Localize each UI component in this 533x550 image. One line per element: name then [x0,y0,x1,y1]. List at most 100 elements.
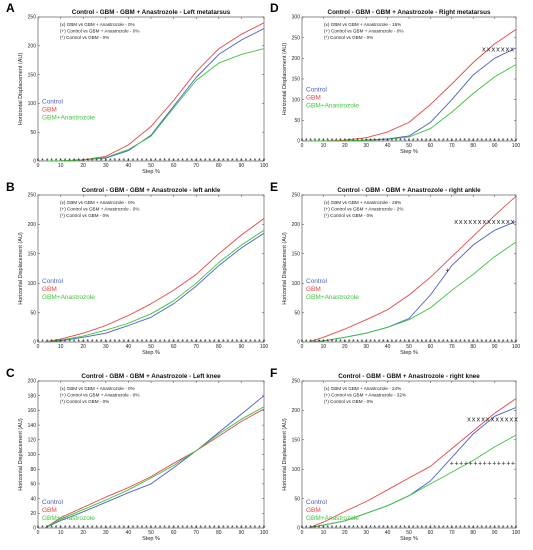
x-tick-label: 20 [342,143,348,149]
baseline-asterisk-mark: * [501,339,505,347]
baseline-asterisk-mark: * [360,138,364,146]
baseline-asterisk-mark: * [54,158,58,166]
baseline-asterisk-mark: * [144,339,148,347]
x-tick-label: 0 [301,143,304,149]
x-tick-label: 100 [512,143,521,149]
significance-note: (*) Control vs GBM - 0% [60,399,109,404]
panel-letter: E [270,180,278,194]
legend-entry: GBM+Anastrozole [306,102,359,109]
baseline-asterisk-mark: * [463,525,467,533]
y-tick-label: 150 [292,438,301,444]
y-tick-label: 150 [292,252,301,258]
baseline-asterisk-mark: * [72,158,76,166]
baseline-asterisk-mark: * [304,138,308,146]
baseline-asterisk-mark: * [122,525,126,533]
baseline-asterisk-mark: * [321,525,325,533]
x-tick-label: 10 [321,344,327,350]
x-tick-label: 90 [492,143,498,149]
significance-x-mark: x [509,417,513,425]
baseline-asterisk-mark: * [381,525,385,533]
series-line-gbm [308,195,517,343]
baseline-asterisk-mark: * [497,138,501,146]
baseline-asterisk-mark: * [217,525,221,533]
significance-x-mark: x [510,219,514,227]
baseline-asterisk-mark: * [484,525,488,533]
y-tick-label: 150 [28,252,37,258]
baseline-asterisk-mark: * [230,525,234,533]
baseline-asterisk-mark: * [217,339,221,347]
baseline-asterisk-mark: * [300,339,304,347]
x-tick-label: 40 [385,530,391,536]
baseline-asterisk-mark: * [54,339,58,347]
baseline-asterisk-mark: * [501,525,505,533]
baseline-asterisk-mark: * [501,138,505,146]
baseline-asterisk-mark: * [185,158,189,166]
baseline-asterisk-mark: * [398,339,402,347]
baseline-asterisk-mark: * [463,339,467,347]
significance-x-mark: x [482,219,486,227]
baseline-asterisk-mark: * [162,158,166,166]
baseline-asterisk-mark: * [117,339,121,347]
baseline-asterisk-mark: * [321,339,325,347]
y-tick-label: 100 [292,97,301,103]
significance-note: (*) Control vs GBM - 0% [60,35,109,40]
baseline-asterisk-mark: * [492,525,496,533]
series-line-gbm-anastrozole [308,434,517,529]
baseline-asterisk-mark: * [90,339,94,347]
baseline-asterisk-mark: * [221,158,225,166]
significance-x-mark: x [496,47,500,55]
chart-panel-c: C Control - GBM - GBM + Anastrozole - Lef… [6,366,268,542]
baseline-asterisk-mark: * [86,525,90,533]
baseline-asterisk-mark: * [458,525,462,533]
baseline-asterisk-mark: * [488,339,492,347]
significance-note: (x) GBM vs GBM + Anastrozole - 24% [324,386,401,391]
baseline-asterisk-mark: * [317,525,321,533]
baseline-asterisk-mark: * [343,339,347,347]
baseline-asterisk-mark: * [226,339,230,347]
baseline-asterisk-mark: * [356,339,360,347]
x-tick-label: 20 [342,530,348,536]
baseline-asterisk-mark: * [437,339,441,347]
baseline-asterisk-mark: * [356,138,360,146]
x-tick-label: 50 [406,143,412,149]
y-tick-label: 100 [28,101,37,107]
significance-x-mark: x [459,219,463,227]
baseline-asterisk-mark: * [36,339,40,347]
baseline-asterisk-mark: * [450,138,454,146]
baseline-asterisk-mark: * [458,339,462,347]
baseline-asterisk-mark: * [95,158,99,166]
x-tick-label: 60 [428,530,434,536]
y-tick-label: 100 [292,467,301,473]
baseline-asterisk-mark: * [131,158,135,166]
baseline-asterisk-mark: * [385,339,389,347]
baseline-asterisk-mark: * [313,339,317,347]
baseline-asterisk-mark: * [390,339,394,347]
legend-entry: Control [306,278,328,285]
chart-title: Control - GBM - GBM + Anastrozole - Left… [81,373,221,380]
baseline-asterisk-mark: * [162,525,166,533]
x-tick-label: 40 [126,530,132,536]
baseline-asterisk-mark: * [153,158,157,166]
baseline-asterisk-mark: * [480,138,484,146]
x-axis-label: Step % [400,350,418,356]
baseline-asterisk-mark: * [364,339,368,347]
y-tick-label: 50 [30,130,36,136]
baseline-asterisk-mark: * [300,138,304,146]
significance-note: (*) Control vs GBM - 0% [324,399,373,404]
baseline-asterisk-mark: * [441,525,445,533]
baseline-asterisk-mark: * [49,339,53,347]
x-tick-label: 100 [512,344,521,350]
baseline-asterisk-mark: * [140,339,144,347]
significance-plus-mark: + [497,461,501,469]
baseline-asterisk-mark: * [49,525,53,533]
baseline-asterisk-mark: * [40,339,44,347]
baseline-asterisk-mark: * [454,339,458,347]
x-tick-label: 10 [58,344,64,350]
x-tick-label: 10 [321,530,327,536]
significance-note: (x) GBM vs GBM + Anastrozole - 0% [60,386,135,391]
baseline-asterisk-mark: * [49,158,53,166]
baseline-asterisk-mark: * [458,138,462,146]
baseline-asterisk-mark: * [437,525,441,533]
baseline-asterisk-mark: * [244,525,248,533]
y-tick-label: 100 [292,281,301,287]
